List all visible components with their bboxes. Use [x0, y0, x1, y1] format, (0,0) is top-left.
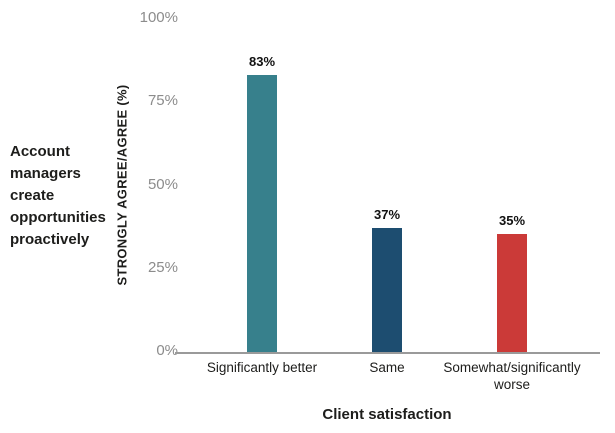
y-tick-label: 100%	[139, 9, 178, 26]
x-category-label: Somewhat/significantly worse	[443, 360, 581, 392]
bar-value-label: 83%	[248, 53, 276, 69]
bar-2	[372, 227, 402, 352]
chart-side-title: Account managers create opportunities pr…	[10, 143, 106, 248]
bar-value-label: 37%	[373, 206, 401, 222]
y-tick-label: 50%	[147, 175, 178, 193]
x-axis-title: Client satisfaction	[322, 406, 452, 423]
x-category-label: Same	[369, 360, 405, 375]
y-tick-label: 0%	[156, 342, 178, 359]
x-category-label: Significantly better	[206, 360, 318, 375]
bar-1	[247, 74, 277, 352]
y-tick-label: 25%	[147, 258, 178, 276]
bar-value-label: 35%	[498, 213, 526, 229]
bar-3	[497, 234, 527, 352]
x-axis-line	[175, 352, 600, 354]
y-tick-label: 75%	[147, 92, 178, 110]
